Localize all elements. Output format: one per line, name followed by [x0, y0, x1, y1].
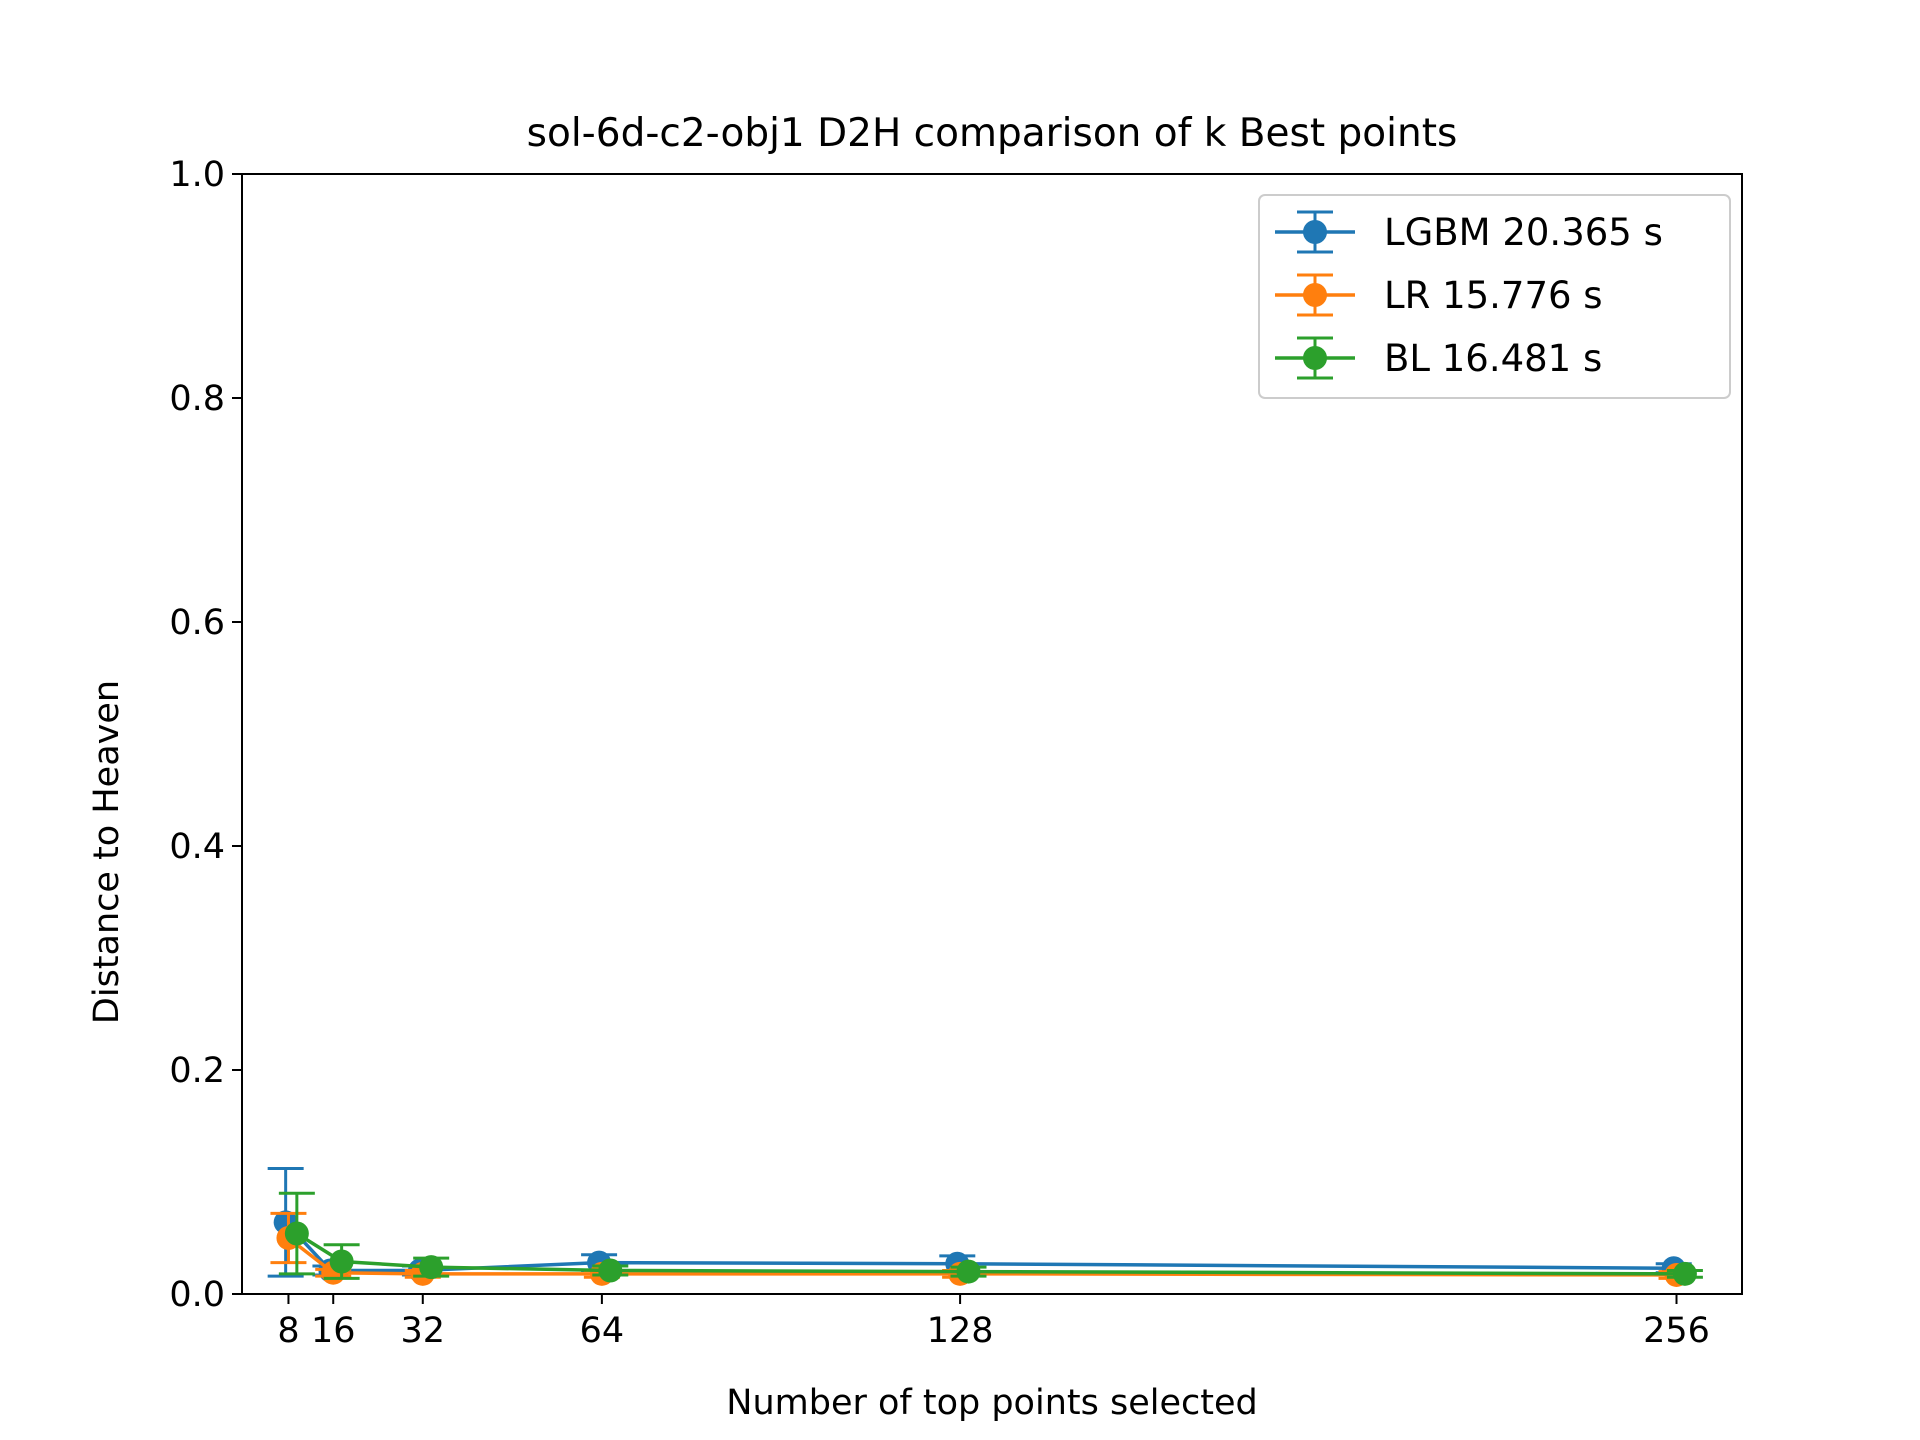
x-tick-label: 256 [1643, 1311, 1710, 1351]
x-tick-label: 32 [401, 1311, 446, 1351]
y-tick-label: 1.0 [169, 155, 225, 195]
data-point [598, 1258, 623, 1283]
chart-title: sol-6d-c2-obj1 D2H comparison of k Best … [527, 111, 1458, 156]
series-2 [278, 1191, 1703, 1286]
y-tick-label: 0.2 [169, 1051, 225, 1091]
plot-area [267, 1167, 1703, 1287]
legend-marker [1303, 220, 1327, 244]
legend-box [1258, 194, 1731, 399]
data-point [329, 1249, 354, 1274]
data-point [956, 1259, 981, 1284]
legend-marker [1303, 283, 1327, 307]
x-tick-label: 64 [580, 1311, 625, 1351]
legend-label: LGBM 20.365 s [1384, 211, 1663, 254]
data-point [1672, 1261, 1697, 1286]
legend-marker [1303, 346, 1327, 370]
y-tick-label: 0.4 [169, 827, 225, 867]
axes-frame [241, 173, 1743, 1295]
y-tick-label: 0.0 [169, 1275, 225, 1315]
x-tick-label: 128 [927, 1311, 994, 1351]
x-axis-label: Number of top points selected [726, 1383, 1257, 1423]
y-axis: 0.0 0.2 0.4 0.6 0.8 1.0 [169, 155, 242, 1315]
legend: LGBM 20.365 s LR 15.776 s BL 16.481 s [1258, 194, 1731, 399]
y-tick-label: 0.6 [169, 603, 225, 643]
x-tick-label: 8 [277, 1311, 299, 1351]
legend-label: BL 16.481 s [1384, 337, 1602, 380]
x-tick-label: 16 [311, 1311, 356, 1351]
x-axis: 8 16 32 64 128 256 [277, 1294, 1710, 1351]
data-point [284, 1221, 309, 1246]
y-axis-label: Distance to Heaven [87, 680, 127, 1024]
y-tick-label: 0.8 [169, 379, 225, 419]
legend-label: LR 15.776 s [1384, 274, 1603, 317]
data-point [419, 1255, 444, 1280]
